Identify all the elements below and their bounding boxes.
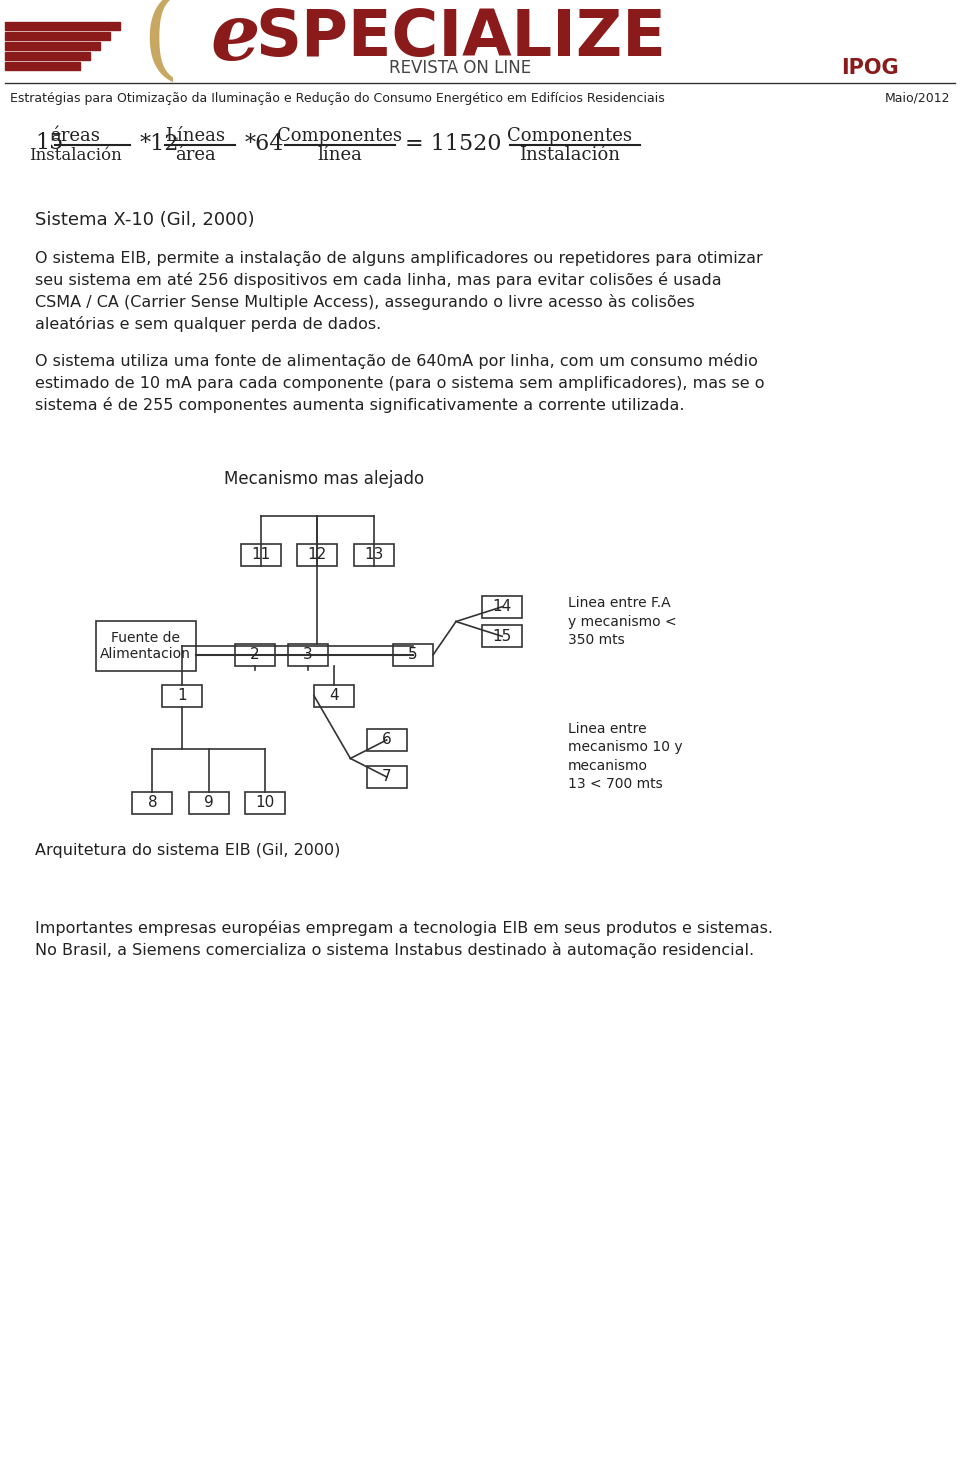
- Text: Linea entre
mecanismo 10 y
mecanismo
13 < 700 mts: Linea entre mecanismo 10 y mecanismo 13 …: [568, 722, 683, 792]
- Text: 9: 9: [204, 796, 213, 811]
- Text: 2: 2: [250, 647, 259, 662]
- Bar: [482, 625, 522, 647]
- Text: aleatórias e sem qualquer perda de dados.: aleatórias e sem qualquer perda de dados…: [35, 316, 381, 332]
- Text: 7: 7: [382, 770, 392, 784]
- Text: sistema é de 255 componentes aumenta significativamente a corrente utilizada.: sistema é de 255 componentes aumenta sig…: [35, 397, 684, 413]
- Text: *64: *64: [245, 133, 284, 155]
- Text: 15: 15: [492, 628, 512, 644]
- Text: Fuente de: Fuente de: [111, 631, 180, 644]
- Text: 5: 5: [408, 647, 418, 662]
- Text: Estratégias para Otimização da Iluminação e Redução do Consumo Energético em Edi: Estratégias para Otimização da Iluminaçã…: [10, 92, 664, 105]
- Text: No Brasil, a Siemens comercializa o sistema Instabus destinado à automação resid: No Brasil, a Siemens comercializa o sist…: [35, 942, 755, 958]
- Bar: [5, 63, 80, 70]
- Bar: [245, 792, 284, 814]
- Text: 10: 10: [255, 796, 275, 811]
- Bar: [393, 644, 433, 666]
- Text: Maio/2012: Maio/2012: [884, 92, 950, 105]
- Text: e: e: [210, 0, 259, 76]
- Text: SPECIALIZE: SPECIALIZE: [255, 7, 666, 69]
- Text: 3: 3: [302, 647, 312, 662]
- Text: 15: 15: [35, 133, 63, 155]
- Text: Linea entre F.A
y mecanismo <
350 mts: Linea entre F.A y mecanismo < 350 mts: [568, 596, 677, 647]
- Text: área: área: [175, 146, 215, 163]
- Text: CSMA / CA (Carrier Sense Multiple Access), assegurando o livre acesso às colisõe: CSMA / CA (Carrier Sense Multiple Access…: [35, 295, 695, 311]
- Text: 13: 13: [364, 547, 383, 563]
- Bar: [234, 644, 275, 666]
- Bar: [367, 729, 407, 751]
- Bar: [314, 685, 354, 707]
- Text: 8: 8: [148, 796, 157, 811]
- Bar: [241, 544, 281, 566]
- Text: 1: 1: [178, 688, 187, 703]
- Text: Arquitetura do sistema EIB (Gil, 2000): Arquitetura do sistema EIB (Gil, 2000): [35, 843, 341, 857]
- Text: Instalación: Instalación: [519, 146, 620, 163]
- Bar: [5, 42, 100, 50]
- Text: 12: 12: [308, 547, 327, 563]
- Text: línea: línea: [318, 146, 363, 163]
- Text: IPOG: IPOG: [841, 58, 899, 77]
- Text: = 11520: = 11520: [405, 133, 501, 155]
- Text: Componentes: Componentes: [277, 127, 402, 144]
- Bar: [367, 765, 407, 787]
- Text: Importantes empresas européias empregam a tecnologia EIB em seus produtos e sist: Importantes empresas européias empregam …: [35, 920, 773, 936]
- Bar: [132, 792, 173, 814]
- Bar: [287, 644, 327, 666]
- Bar: [188, 792, 228, 814]
- Bar: [5, 22, 120, 31]
- Bar: [298, 544, 337, 566]
- Text: *12: *12: [140, 133, 180, 155]
- Text: REVISTA ON LINE: REVISTA ON LINE: [389, 58, 531, 77]
- Text: 4: 4: [329, 688, 339, 703]
- Bar: [96, 621, 196, 671]
- Bar: [5, 32, 110, 39]
- Text: estimado de 10 mA para cada componente (para o sistema sem amplificadores), mas : estimado de 10 mA para cada componente (…: [35, 376, 764, 391]
- Text: O sistema EIB, permite a instalação de alguns amplificadores ou repetidores para: O sistema EIB, permite a instalação de a…: [35, 251, 763, 265]
- Text: Sistema X-10 (Gil, 2000): Sistema X-10 (Gil, 2000): [35, 211, 254, 229]
- Bar: [5, 52, 90, 60]
- Text: Alimentacion: Alimentacion: [101, 646, 191, 660]
- Bar: [353, 544, 394, 566]
- Bar: [482, 596, 522, 618]
- Text: (: (: [141, 0, 179, 87]
- Text: Instalación: Instalación: [29, 146, 121, 163]
- Text: seu sistema em até 256 dispositivos em cada linha, mas para evitar colisões é us: seu sistema em até 256 dispositivos em c…: [35, 273, 722, 289]
- Text: 6: 6: [382, 732, 392, 748]
- Text: 11: 11: [252, 547, 271, 563]
- Text: 14: 14: [492, 599, 512, 614]
- Text: O sistema utiliza uma fonte de alimentação de 640mA por linha, com um consumo mé: O sistema utiliza uma fonte de alimentaç…: [35, 353, 757, 369]
- Text: Componentes: Componentes: [508, 127, 633, 144]
- Bar: [162, 685, 203, 707]
- Text: Líneas: Líneas: [165, 127, 225, 144]
- Text: áreas: áreas: [50, 127, 100, 144]
- Text: Mecanismo mas alejado: Mecanismo mas alejado: [224, 469, 424, 488]
